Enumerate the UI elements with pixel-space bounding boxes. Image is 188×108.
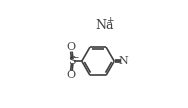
Text: O: O: [67, 42, 76, 52]
Text: Na: Na: [96, 19, 114, 32]
Text: +: +: [107, 16, 114, 25]
Text: −: −: [71, 52, 78, 61]
Text: S: S: [68, 56, 76, 66]
Text: O: O: [67, 70, 76, 80]
Text: N: N: [119, 56, 129, 66]
